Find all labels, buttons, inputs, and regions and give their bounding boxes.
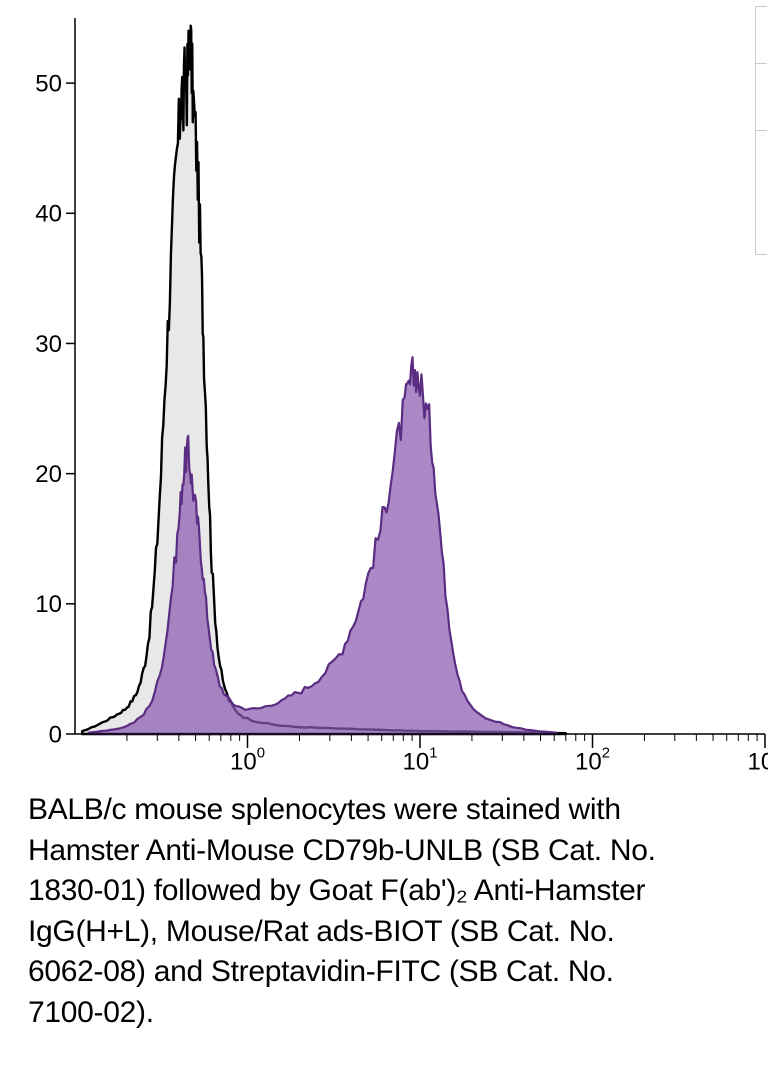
- svg-text:40: 40: [35, 201, 62, 228]
- svg-text:20: 20: [35, 461, 62, 488]
- caption-line: 1830-01) followed by Goat F(ab')₂ Anti-H…: [28, 871, 740, 912]
- svg-text:103: 103: [748, 746, 768, 772]
- svg-text:100: 100: [230, 746, 265, 772]
- caption-line: Hamster Anti-Mouse CD79b-UNLB (SB Cat. N…: [28, 831, 740, 872]
- svg-text:10: 10: [35, 591, 62, 618]
- svg-text:102: 102: [575, 746, 610, 772]
- histogram-chart: 01020304050100101102103: [20, 10, 758, 760]
- svg-text:50: 50: [35, 70, 62, 97]
- caption-line: 6062-08) and Streptavidin-FITC (SB Cat. …: [28, 952, 740, 993]
- caption-line: BALB/c mouse splenocytes were stained wi…: [28, 790, 740, 831]
- chart-svg: 0 10 20 30 40 50 100 101 102 103: [20, 10, 768, 772]
- svg-text:30: 30: [35, 331, 62, 358]
- svg-text:0: 0: [49, 721, 62, 748]
- caption-line: 7100-02).: [28, 993, 740, 1034]
- svg-text:101: 101: [403, 746, 438, 772]
- caption-line: IgG(H+L), Mouse/Rat ads-BIOT (SB Cat. No…: [28, 912, 740, 953]
- figure-caption: BALB/c mouse splenocytes were stained wi…: [28, 790, 740, 1033]
